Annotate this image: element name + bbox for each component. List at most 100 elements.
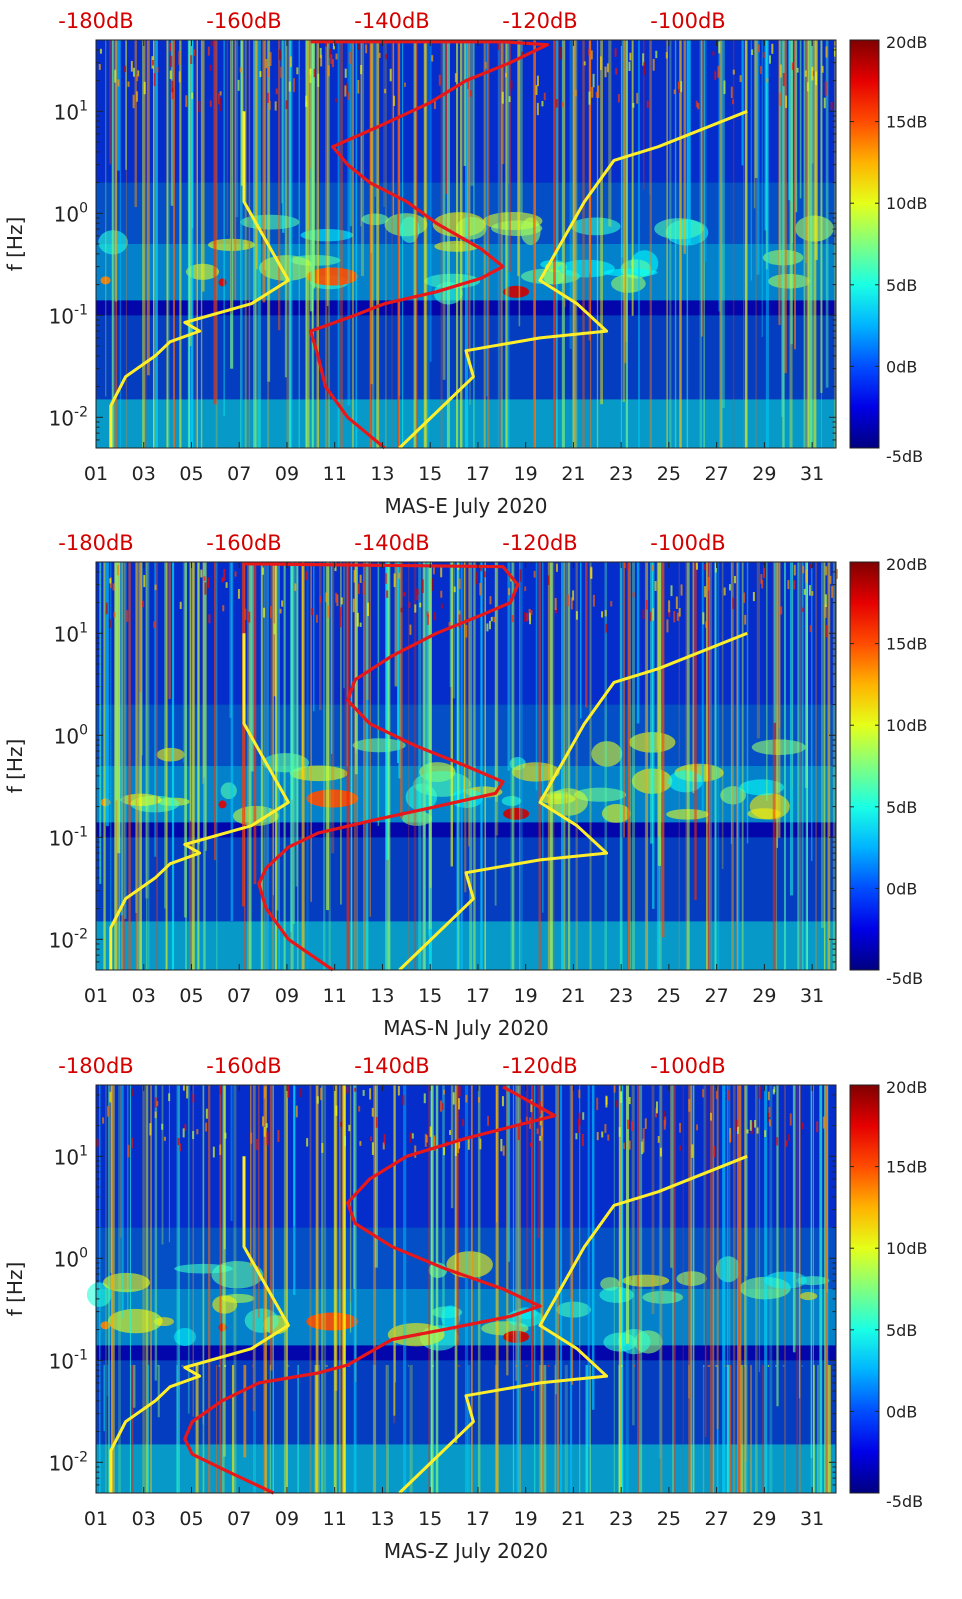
spectrogram-streak (391, 40, 393, 448)
y-tick-label: 100 (54, 1245, 88, 1271)
spectrogram-streak (343, 1085, 346, 1493)
spectrogram-streak (264, 562, 267, 970)
y-tick-base: 10 (49, 406, 74, 430)
spectrogram-speckle (288, 81, 291, 92)
spectrogram-streak (264, 1085, 267, 1493)
spectrogram-speckle (153, 621, 156, 629)
x-tick-label: 03 (132, 985, 156, 1007)
spectrogram-streak (596, 40, 599, 448)
top-axis-label: -140dB (354, 1054, 429, 1078)
spectrogram-speckle (335, 53, 338, 60)
spectrogram-speckle (433, 612, 436, 621)
spectrogram-speckle (209, 64, 212, 71)
curve-psd-average (243, 562, 520, 972)
spectrogram-speckle (768, 1119, 771, 1127)
spectrogram-streak (746, 562, 749, 844)
spectrogram-streak (202, 1085, 205, 1493)
spectrogram-streak (540, 1085, 544, 1493)
spectrogram-speckle (596, 1097, 599, 1111)
spectrogram-blob (456, 216, 487, 240)
spectrogram-streak (323, 562, 326, 970)
spectrogram-streak (306, 562, 309, 970)
spectrogram-blob (220, 782, 237, 800)
spectrogram-speckle (340, 597, 343, 605)
spectrogram-streak (515, 1364, 518, 1367)
spectrogram-speckle (480, 566, 483, 572)
spectrogram-streak (631, 40, 634, 316)
spectrogram-streak (813, 40, 817, 448)
spectrogram-streak (189, 40, 192, 347)
spectrogram-speckle (325, 41, 328, 47)
spectrogram-streak (767, 1364, 770, 1367)
spectrogram-streak (784, 1085, 787, 1493)
spectrogram-streak (297, 1364, 299, 1493)
colorbar-tick-label: 15dB (886, 635, 928, 654)
spectrogram-streak (591, 1085, 595, 1410)
spectrogram-speckle (704, 586, 707, 598)
x-axis-label: MAS-N July 2020 (383, 1016, 548, 1040)
spectrogram-speckle (771, 43, 774, 54)
spectrogram-streak (719, 40, 722, 448)
spectrogram-streak (799, 562, 802, 970)
spectrogram-speckle (592, 594, 595, 607)
spectrogram-streak (292, 562, 296, 924)
spectrogram-speckle (641, 1141, 644, 1155)
x-tick-label: 11 (323, 985, 347, 1007)
spectrogram-streak (392, 40, 395, 218)
spectrogram-blob (501, 795, 522, 806)
spectrogram-blob (611, 274, 646, 293)
spectrogram-speckle (200, 569, 203, 578)
spectrogram-streak (288, 40, 292, 448)
spectrogram-hotspot (218, 278, 227, 287)
spectrogram-streak (624, 40, 627, 364)
spectrogram-streak (726, 1364, 730, 1493)
spectrogram-streak (706, 562, 708, 970)
spectrogram-speckle (98, 63, 101, 70)
spectrogram-speckle (414, 1145, 417, 1158)
spectrogram-speckle (479, 1138, 482, 1150)
spectrogram-streak (782, 40, 785, 448)
spectrogram-streak (686, 40, 689, 448)
spectrogram-speckle (805, 569, 808, 583)
x-tick-label: 27 (705, 1508, 729, 1530)
spectrogram-streak (625, 40, 628, 448)
spectrogram-streak (271, 562, 275, 970)
spectrogram-speckle (824, 81, 827, 96)
spectrogram-streak (456, 40, 459, 448)
spectrogram-streak (347, 40, 351, 406)
spectrogram-speckle (130, 1088, 133, 1097)
spectrogram-speckle (835, 569, 838, 579)
spectrogram-speckle (192, 1094, 195, 1103)
spectrogram-streak (561, 562, 564, 970)
spectrogram-speckle (192, 1131, 195, 1140)
spectrogram-streak (744, 1364, 746, 1367)
spectrogram-speckle (309, 68, 312, 83)
spectrogram-streak (312, 40, 316, 289)
colorbar-tick-label: -5dB (886, 969, 923, 988)
spectrogram-streak (587, 1085, 590, 1447)
spectrogram-blob (107, 1308, 163, 1334)
y-tick-exponent: -2 (74, 1449, 88, 1465)
spectrogram-streak (469, 40, 471, 405)
spectrogram-streak (449, 562, 453, 688)
spectrogram-streak (250, 1085, 252, 1267)
spectrogram-speckle (793, 564, 796, 576)
spectrogram-speckle (339, 614, 342, 628)
spectrogram-streak (195, 40, 198, 448)
spectrogram-streak (783, 562, 786, 970)
spectrogram-streak (157, 1364, 160, 1418)
spectrogram-speckle (489, 596, 492, 605)
spectrogram-speckle (305, 95, 308, 107)
top-axis-label: -100dB (650, 9, 725, 33)
spectrogram-streak (226, 40, 228, 236)
spectrogram-streak (685, 562, 687, 970)
spectrogram-streak (117, 562, 121, 854)
spectrogram-streak (176, 1085, 179, 1493)
spectrogram-streak (262, 40, 266, 303)
spectrogram-speckle (132, 67, 135, 77)
spectrogram-speckle (524, 586, 527, 592)
spectrogram-streak (191, 562, 195, 970)
spectrogram-speckle (519, 1119, 522, 1125)
spectrogram-blob (720, 786, 747, 805)
spectrogram-speckle (315, 614, 318, 623)
